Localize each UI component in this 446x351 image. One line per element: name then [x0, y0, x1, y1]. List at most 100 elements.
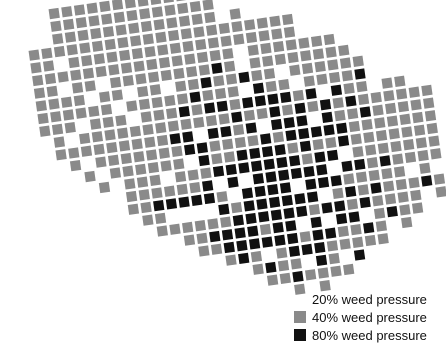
cell-40-percent — [180, 28, 192, 40]
cell-40-percent — [277, 260, 290, 272]
cell-40-percent — [189, 0, 202, 13]
cell-40-percent — [142, 123, 154, 136]
cell-40-percent — [301, 62, 314, 75]
cell-80-percent — [303, 165, 315, 178]
cell-80-percent — [184, 143, 196, 156]
cell-40-percent — [361, 119, 373, 131]
cell-40-percent — [48, 98, 60, 110]
cell-40-percent — [385, 102, 397, 115]
cell-80-percent — [279, 182, 292, 194]
cell-80-percent — [200, 77, 212, 89]
cell-80-percent — [269, 106, 281, 118]
cell-40-percent — [214, 87, 227, 100]
cell-40-percent — [368, 169, 380, 182]
cell-40-percent — [68, 56, 80, 69]
cell-80-percent — [326, 149, 339, 162]
cell-40-percent — [135, 163, 147, 176]
cell-40-percent — [153, 109, 165, 121]
cell-40-percent — [386, 115, 399, 127]
cell-40-percent — [426, 122, 438, 135]
cell-80-percent — [386, 205, 398, 218]
cell-80-percent — [321, 202, 333, 214]
cell-40-percent — [164, 95, 176, 107]
legend-swatch-80 — [294, 329, 306, 341]
cell-40-percent — [202, 0, 214, 11]
cell-80-percent — [354, 158, 366, 171]
cell-40-percent — [129, 35, 142, 47]
cell-80-percent — [267, 183, 279, 196]
cell-80-percent — [216, 100, 228, 112]
cell-40-percent — [137, 0, 149, 7]
cell-40-percent — [158, 57, 171, 69]
cell-40-percent — [328, 252, 340, 265]
cell-40-percent — [220, 216, 232, 228]
cell-40-percent — [102, 116, 114, 128]
cell-40-percent — [138, 189, 150, 201]
cell-40-percent — [187, 78, 200, 91]
cell-40-percent — [48, 7, 60, 20]
cell-40-percent — [147, 71, 160, 83]
cell-40-percent — [292, 89, 305, 102]
cell-40-percent — [355, 171, 368, 183]
cell-40-percent — [194, 220, 206, 232]
cell-40-percent — [294, 283, 306, 295]
cell-40-percent — [169, 223, 181, 235]
cell-40-percent — [316, 73, 328, 85]
cell-40-percent — [113, 11, 125, 23]
cell-40-percent — [352, 236, 364, 248]
cell-80-percent — [354, 68, 366, 80]
cell-80-percent — [274, 234, 286, 246]
cell-40-percent — [82, 67, 95, 80]
cell-40-percent — [224, 60, 236, 73]
cell-40-percent — [216, 191, 228, 203]
cell-80-percent — [334, 200, 346, 212]
cell-40-percent — [61, 96, 73, 108]
cell-40-percent — [390, 140, 402, 153]
cell-40-percent — [209, 49, 221, 62]
cell-80-percent — [178, 196, 190, 208]
cell-40-percent — [245, 31, 258, 44]
cell-40-percent — [408, 177, 420, 189]
cell-40-percent — [234, 136, 246, 149]
cell-80-percent — [256, 198, 268, 210]
cell-80-percent — [283, 117, 295, 129]
cell-80-percent — [294, 193, 306, 205]
cell-40-percent — [317, 267, 329, 279]
cell-40-percent — [195, 39, 207, 51]
cell-40-percent — [430, 148, 442, 160]
cell-40-percent — [120, 152, 132, 165]
cell-40-percent — [247, 135, 259, 147]
cell-40-percent — [323, 33, 335, 46]
cell-40-percent — [287, 51, 299, 64]
cell-40-percent — [222, 138, 234, 150]
cell-40-percent — [32, 74, 44, 87]
cell-40-percent — [124, 0, 136, 9]
cell-40-percent — [339, 57, 352, 69]
cell-40-percent — [307, 100, 319, 113]
cell-40-percent — [163, 185, 176, 197]
cell-40-percent — [140, 111, 152, 123]
cell-40-percent — [193, 116, 205, 129]
cell-40-percent — [98, 181, 111, 194]
cell-80-percent — [225, 163, 237, 176]
cell-80-percent — [280, 91, 292, 103]
cell-40-percent — [373, 207, 386, 220]
cell-80-percent — [165, 198, 178, 210]
legend-swatch-20 — [294, 293, 306, 305]
cell-40-percent — [75, 107, 87, 119]
cell-40-percent — [231, 20, 243, 33]
cell-80-percent — [305, 88, 317, 100]
cell-40-percent — [207, 37, 220, 49]
cell-80-percent — [204, 102, 216, 114]
cell-40-percent — [73, 94, 85, 107]
cell-40-percent — [259, 223, 272, 236]
cell-40-percent — [205, 24, 218, 36]
cell-40-percent — [247, 44, 259, 56]
cell-80-percent — [182, 131, 194, 143]
cell-40-percent — [84, 170, 96, 183]
cell-40-percent — [53, 136, 65, 148]
cell-80-percent — [243, 200, 255, 212]
cell-40-percent — [394, 75, 406, 87]
cell-40-percent — [357, 93, 370, 105]
cell-40-percent — [222, 48, 234, 60]
